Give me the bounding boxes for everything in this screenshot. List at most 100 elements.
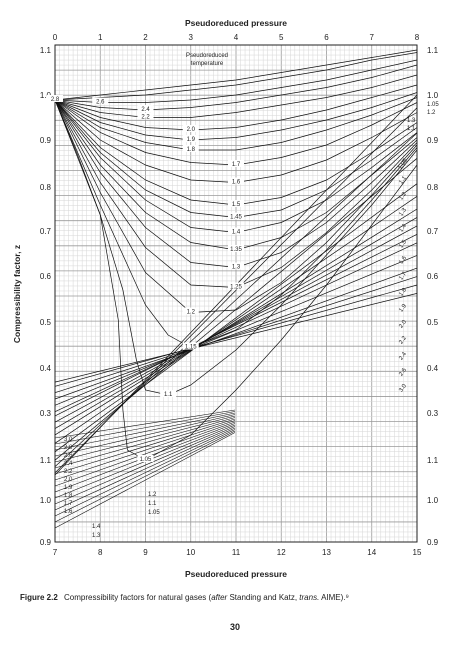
curve-label-bg (182, 135, 199, 142)
main-tick-label-left: 0.6 (40, 272, 52, 281)
curve-label-bg (137, 455, 154, 462)
caption-italic-2: trans. (299, 593, 320, 602)
bottom-tick-label: 12 (277, 548, 286, 557)
main-tick-label-right: 0.4 (427, 364, 439, 373)
lower-tick-label-left: 0.9 (40, 538, 52, 547)
curve-high-1.2 (54, 132, 418, 467)
lower-left-label-1.7: 1.7 (64, 501, 73, 507)
curve-label-bg (228, 262, 244, 270)
right-main-label-1.3: 1.3 (398, 207, 408, 218)
right-main-label-1.7: 1.7 (398, 271, 408, 282)
right-main-label-2.6: 2.6 (398, 367, 408, 378)
top-tick-label: 5 (279, 33, 284, 42)
curve-label-1.7: 1.7 (232, 162, 241, 168)
right-main-label-1.6: 1.6 (398, 255, 408, 266)
legend-title-1: Pseudoreduced (186, 53, 228, 59)
lower-left-label-1.4: 1.4 (92, 524, 101, 530)
curve-high-2.2 (54, 255, 418, 406)
curve-low-3.0 (54, 49, 418, 101)
right-upper-label-1.1: 1.1 (407, 126, 416, 132)
figure-label: Figure 2.2 (20, 593, 58, 602)
curve-label-1.6: 1.6 (232, 180, 241, 186)
curve-low-1.8 (54, 97, 418, 151)
right-main-label-1.1: 1.1 (398, 175, 408, 186)
main-tick-label-right: 0.6 (427, 272, 439, 281)
curve-label-1.05: 1.05 (140, 457, 152, 463)
curve-label-bg (228, 212, 244, 220)
top-tick-label: 7 (370, 33, 375, 42)
main-tick-label-left: 0.4 (40, 364, 52, 373)
main-tick-label-right: 0.3 (427, 409, 439, 418)
curve-low-2.8 (54, 52, 418, 101)
fan-line-1.2 (54, 429, 236, 517)
curve-label-bg (182, 125, 199, 132)
bottom-tick-label: 13 (322, 548, 331, 557)
curve-low-2.0 (54, 84, 418, 131)
top-tick-label: 4 (234, 33, 239, 42)
main-tick-label-right: 0.5 (427, 318, 439, 327)
lower-left-label-1.9: 1.9 (64, 485, 73, 491)
curve-label-1.3: 1.3 (232, 265, 241, 271)
top-tick-label: 8 (415, 33, 420, 42)
bottom-tick-label: 7 (53, 548, 58, 557)
curve-high-2.0 (54, 242, 418, 413)
curve-low-2.2 (54, 74, 418, 118)
caption-italic-1: after (211, 593, 228, 602)
upper-tick-label-left: 1.0 (40, 91, 52, 100)
page-number: 30 (229, 622, 240, 632)
curve-high-1.4 (54, 183, 418, 453)
upper-tick-label-right: 1.1 (427, 46, 439, 55)
caption-text-1: Compressibility factors for natural gase… (64, 593, 212, 602)
lower-left-label-2.4: 2.4 (64, 461, 73, 467)
right-main-label-1.4: 1.4 (398, 223, 408, 234)
fan-line-1.8 (54, 420, 236, 481)
main-tick-label-left: 0.7 (40, 227, 52, 236)
curve-high-3.0 (54, 293, 418, 383)
main-tick-label-left: 0.8 (40, 183, 52, 192)
curve-label-bg (137, 105, 154, 112)
curve-label-1.15: 1.15 (185, 345, 197, 351)
fan-line-3.0 (54, 409, 236, 439)
bottom-tick-label: 15 (413, 548, 422, 557)
fan-line-1.4 (54, 426, 236, 505)
compressibility-chart: Pseudoreduced pressure Pseudoreduced pres… (12, 18, 439, 579)
curve-label-bg (228, 177, 244, 185)
curve-high-2.8 (54, 284, 418, 387)
main-tick-label-left: 0.5 (40, 318, 52, 327)
curve-high-1.5 (54, 196, 418, 444)
fan-line-1.9 (54, 418, 236, 475)
curve-high-1.7 (54, 217, 418, 429)
bottom-axis-title: Pseudoreduced pressure (185, 569, 287, 579)
curve-label-1.5: 1.5 (232, 202, 241, 208)
lower-left-label-2.2: 2.2 (64, 469, 73, 475)
fan-line-1.1 (54, 430, 236, 523)
curve-label-1.4: 1.4 (232, 230, 241, 236)
lower-left-label-2.8: 2.8 (64, 445, 73, 451)
right-main-label-1.5: 1.5 (398, 239, 408, 250)
lower-mid-label-1.05: 1.05 (148, 510, 160, 516)
curve-label-bg (92, 97, 109, 105)
bottom-tick-label: 9 (143, 548, 148, 557)
lower-tick-label-left: 1.0 (40, 496, 52, 505)
right-main-label-1.2: 1.2 (398, 191, 408, 202)
lower-left-label-1.8: 1.8 (64, 493, 73, 499)
bottom-tick-label: 11 (232, 548, 241, 557)
lower-mid-label-1.1: 1.1 (148, 501, 157, 507)
curve-label-bg (47, 95, 63, 102)
y-axis-title: Compressibility factor, z (12, 245, 22, 343)
curve-label-1.2: 1.2 (187, 310, 196, 316)
lower-tick-label-right: 1.0 (427, 496, 439, 505)
fan-line-2.2 (54, 415, 236, 463)
curve-label-bg (228, 245, 244, 252)
top-tick-label: 1 (98, 33, 103, 42)
fan-line-1.7 (54, 421, 236, 487)
fan-line-2.8 (54, 411, 236, 445)
lower-tick-label-left: 1.1 (40, 456, 52, 465)
curve-high-2.6 (54, 276, 418, 394)
curve-label-bg (182, 145, 199, 152)
curve-label-bg (228, 200, 244, 207)
curve-label-bg (228, 160, 244, 167)
curve-low-1.1 (54, 99, 418, 396)
upper-tick-label-right: 1.0 (427, 91, 439, 100)
curve-high-2.4 (54, 267, 418, 400)
